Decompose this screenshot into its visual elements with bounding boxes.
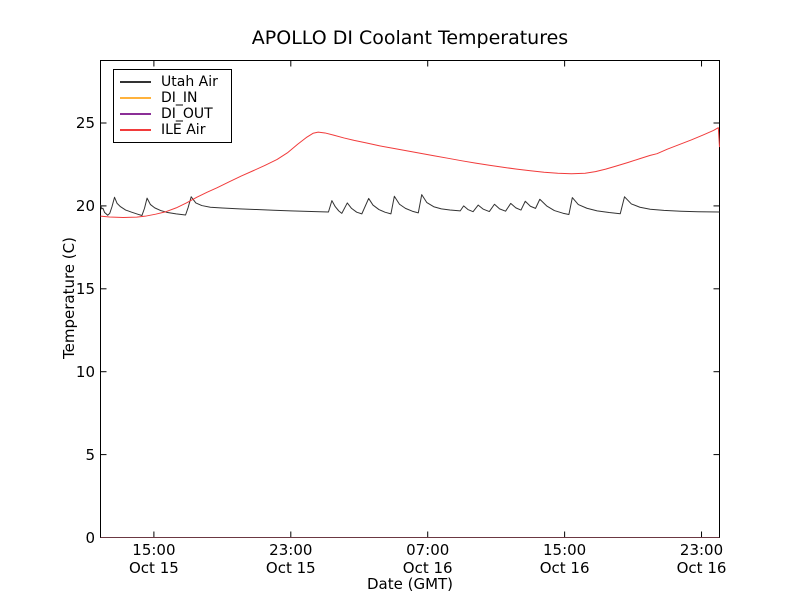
legend-label: DI_OUT (161, 106, 213, 122)
plot-canvas (100, 60, 720, 538)
x-tick-time: 15:00 (132, 541, 176, 559)
legend-line-swatch (120, 113, 151, 115)
legend-item: ILE Air (120, 122, 223, 138)
x-tick-date: Oct 16 (539, 559, 590, 577)
x-tick-time: 07:00 (406, 541, 450, 559)
y-tick-label: 20 (75, 196, 95, 215)
legend-label: ILE Air (161, 122, 206, 138)
x-tick-date: Oct 15 (265, 559, 316, 577)
x-tick-label: 15:00 Oct 16 (540, 541, 590, 577)
legend-item: DI_IN (120, 90, 223, 106)
x-tick-date: Oct 16 (676, 559, 727, 577)
x-tick-label: 23:00 Oct 16 (677, 541, 727, 577)
x-tick-date: Oct 15 (128, 559, 179, 577)
legend-label: Utah Air (161, 74, 218, 90)
legend-line-swatch (120, 97, 151, 99)
x-tick-label: 07:00 Oct 16 (403, 541, 453, 577)
x-tick-label: 23:00 Oct 15 (266, 541, 316, 577)
x-axis-label: Date (GMT) (366, 575, 454, 593)
y-axis-label: Temperature (C) (60, 237, 78, 359)
y-tick-label: 10 (75, 362, 95, 381)
legend-label: DI_IN (161, 90, 198, 106)
legend-line-swatch (120, 81, 151, 83)
legend: Utah Air DI_IN DI_OUT ILE Air (113, 69, 232, 143)
y-tick-label: 5 (85, 445, 95, 464)
x-tick-time: 23:00 (269, 541, 313, 559)
y-tick-label: 0 (85, 528, 95, 547)
legend-line-swatch (120, 129, 151, 131)
y-tick-label: 15 (75, 279, 95, 298)
legend-item: DI_OUT (120, 106, 223, 122)
legend-item: Utah Air (120, 74, 223, 90)
x-tick-label: 15:00 Oct 15 (129, 541, 179, 577)
y-tick-label: 25 (75, 114, 95, 132)
x-tick-date: Oct 16 (402, 559, 453, 577)
x-tick-time: 15:00 (542, 541, 587, 559)
chart-title: APOLLO DI Coolant Temperatures (251, 27, 569, 49)
x-tick-time: 23:00 (679, 541, 724, 559)
